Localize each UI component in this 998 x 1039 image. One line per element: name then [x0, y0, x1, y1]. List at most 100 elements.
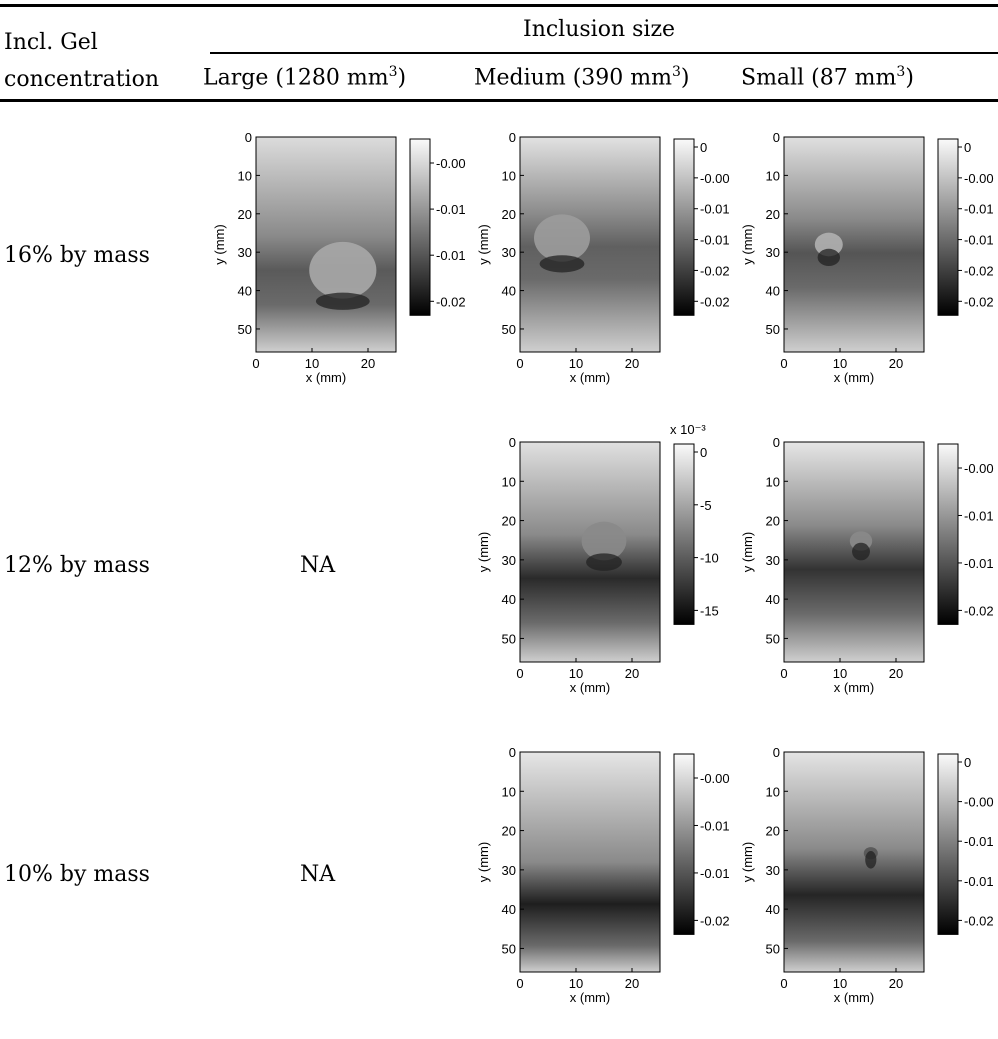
colorbar-tick-label: -0.005 — [700, 771, 730, 786]
colorbar — [409, 138, 431, 316]
col-header-large-sup: 3 — [388, 64, 398, 80]
row-header-line2: concentration — [4, 67, 160, 92]
col-header-large: Large (1280 mm3) — [203, 64, 406, 90]
colorbar-tick-label: -0.015 — [436, 248, 466, 263]
y-tick-label: 40 — [502, 592, 516, 607]
panel-16-small: 0 10 20 30 40 50 0 10 20 x (mm) y (mm) 0 -0.005 -0.01… — [724, 125, 998, 410]
colorbar — [937, 753, 959, 935]
y-tick-label: 30 — [766, 553, 780, 568]
x-tick-label: 20 — [625, 666, 639, 681]
x-tick-label: 20 — [361, 356, 375, 371]
colorbar-tick-label: -10 — [700, 551, 719, 566]
colorbar-tick-label: 0 — [964, 140, 971, 155]
x-tick-label: 20 — [889, 976, 903, 991]
y-tick-label: 50 — [502, 631, 516, 646]
inclusion-shadow — [865, 851, 877, 869]
group-header: Inclusion size — [523, 17, 676, 42]
panel-10-small: 0 10 20 30 40 50 0 10 20 x (mm) y (mm) 0 -0.005 -0.01… — [724, 740, 998, 1030]
y-axis-label: y (mm) — [740, 224, 755, 264]
colorbar — [673, 443, 695, 625]
col-header-medium: Medium (390 mm3) — [474, 64, 690, 90]
x-tick-label: 10 — [569, 666, 583, 681]
y-tick-label: 20 — [502, 514, 516, 529]
y-tick-label: 10 — [502, 168, 516, 183]
y-tick-label: 30 — [502, 863, 516, 878]
colorbar-tick-label: -0.025 — [700, 294, 730, 309]
y-tick-label: 20 — [766, 514, 780, 529]
top-rule — [0, 4, 998, 7]
x-tick-label: 10 — [833, 666, 847, 681]
y-tick-label: 50 — [502, 322, 516, 337]
colorbar-tick-label: -0.015 — [964, 556, 994, 571]
y-axis-label: y (mm) — [740, 532, 755, 572]
y-tick-label: 0 — [509, 745, 516, 760]
y-tick-label: 30 — [766, 245, 780, 260]
group-underline — [210, 52, 998, 54]
colorbar-tick-label: -0.005 — [700, 171, 730, 186]
colorbar-tick-label: -0.01 — [964, 508, 994, 523]
y-tick-label: 40 — [766, 284, 780, 299]
colorbar — [937, 138, 959, 316]
y-tick-label: 0 — [773, 130, 780, 145]
y-tick-label: 50 — [502, 941, 516, 956]
y-tick-label: 30 — [502, 553, 516, 568]
y-axis-label: y (mm) — [476, 842, 491, 882]
x-tick-label: 10 — [569, 356, 583, 371]
panel-12-medium: 0 10 20 30 40 50 0 10 20 x (mm) y (mm) 0 -5 -10 -15 x 1… — [460, 420, 730, 720]
x-axis-label: x (mm) — [570, 680, 610, 695]
colorbar-tick-label: 0 — [700, 445, 707, 460]
col-header-small-text: Small (87 mm — [741, 65, 897, 91]
col-header-medium-text: Medium (390 mm — [474, 65, 672, 91]
colorbar-tick-label: -0.015 — [700, 233, 730, 248]
na-cell-12-large: NA — [300, 553, 336, 578]
y-axis-label: y (mm) — [740, 842, 755, 882]
x-tick-label: 0 — [516, 356, 523, 371]
col-header-small-sup: 3 — [896, 64, 906, 80]
heatmap-image — [783, 751, 925, 973]
colorbar-tick-label: -0.005 — [964, 795, 994, 810]
colorbar-tick-label: -0.01 — [964, 834, 994, 849]
heatmap-svg: 0 10 20 30 40 50 0 10 20 x (mm) y (mm) 0 -0.005 -0.01… — [740, 130, 998, 385]
inclusion-region — [814, 232, 843, 257]
y-tick-label: 50 — [766, 631, 780, 646]
y-tick-label: 10 — [766, 784, 780, 799]
inclusion-shadow — [852, 542, 870, 561]
heatmap-svg: 0 10 20 30 40 50 0 10 20 x (mm) y (mm) -0.005 -0.01 -… — [740, 435, 998, 695]
colorbar-tick-label: -0.02 — [700, 913, 730, 928]
heatmap-svg: 0 10 20 30 40 50 0 10 20 x (mm) y (mm) 0 -0.005 -0.01… — [740, 745, 998, 1005]
x-axis-label: x (mm) — [834, 370, 874, 385]
col-header-medium-close: ) — [680, 65, 690, 91]
colorbar-tick-label: -0.005 — [964, 461, 994, 476]
panel-16-large: 0 10 20 30 40 50 0 10 20 x (mm) y (mm) -0.005 -0.01 -… — [196, 125, 473, 410]
colorbar-tick-label: -0.025 — [964, 294, 994, 309]
header-bottom-rule — [0, 99, 998, 102]
y-tick-label: 30 — [238, 245, 252, 260]
col-header-small-close: ) — [905, 65, 914, 91]
y-tick-label: 20 — [766, 824, 780, 839]
y-tick-label: 20 — [766, 207, 780, 222]
y-axis-label: y (mm) — [476, 532, 491, 572]
col-header-large-close: ) — [397, 65, 407, 91]
colorbar-tick-label: -0.02 — [964, 263, 994, 278]
y-axis-label: y (mm) — [212, 224, 227, 264]
y-tick-label: 0 — [773, 745, 780, 760]
y-tick-label: 40 — [502, 902, 516, 917]
x-tick-label: 20 — [889, 356, 903, 371]
colorbar-tick-label: -0.01 — [700, 202, 730, 217]
y-tick-label: 20 — [238, 207, 252, 222]
x-tick-label: 20 — [625, 356, 639, 371]
x-tick-label: 10 — [833, 356, 847, 371]
colorbar-tick-label: -0.005 — [436, 156, 466, 171]
row-header-line1: Incl. Gel — [4, 30, 98, 55]
heatmap-svg: 0 10 20 30 40 50 0 10 20 x (mm) y (mm) -0.005 -0.01 -… — [212, 130, 473, 385]
heatmap-svg: 0 10 20 30 40 50 0 10 20 x (mm) y (mm) 0 -0.005 -0.01… — [476, 130, 737, 385]
y-tick-label: 40 — [766, 592, 780, 607]
y-tick-label: 10 — [766, 474, 780, 489]
y-tick-label: 20 — [502, 824, 516, 839]
y-tick-label: 30 — [502, 245, 516, 260]
inclusion-region — [309, 241, 377, 299]
x-axis-label: x (mm) — [570, 990, 610, 1005]
colorbar-tick-label: -0.02 — [436, 294, 466, 309]
x-tick-label: 10 — [833, 976, 847, 991]
y-tick-label: 40 — [766, 902, 780, 917]
